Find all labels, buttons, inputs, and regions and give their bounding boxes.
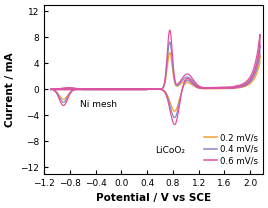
Text: LiCoO₂: LiCoO₂ (155, 146, 185, 155)
X-axis label: Potential / V vs SCE: Potential / V vs SCE (96, 193, 211, 203)
Text: Ni mesh: Ni mesh (80, 100, 117, 109)
Legend: 0.2 mV/s, 0.4 mV/s, 0.6 mV/s: 0.2 mV/s, 0.4 mV/s, 0.6 mV/s (204, 132, 259, 166)
Y-axis label: Current / mA: Current / mA (5, 52, 15, 127)
